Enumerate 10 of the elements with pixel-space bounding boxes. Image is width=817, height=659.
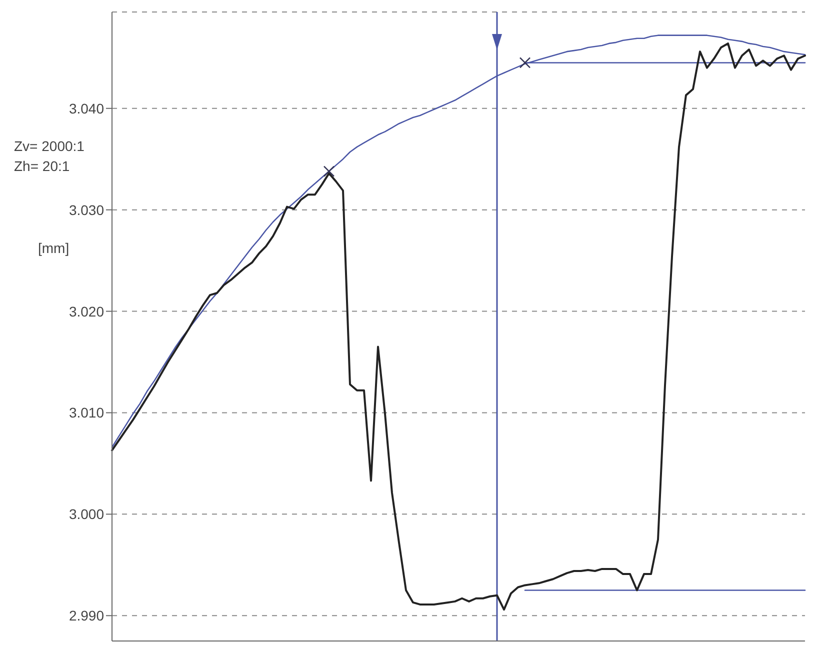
y-tick-label: 3.000: [68, 506, 104, 522]
y-axis-title: [mm]: [38, 240, 70, 256]
text: Zh= 20:1: [14, 157, 71, 176]
y-tick-label: 3.020: [68, 303, 104, 320]
y-tick-label: 2.990: [68, 608, 104, 624]
text: Zv= 2000:1: [14, 137, 84, 156]
y-tick-label: 3.010: [68, 404, 104, 421]
y-tick-label: 3.030: [68, 202, 104, 218]
y-tick-label: 3.040: [68, 100, 104, 116]
line-series: [111, 42, 806, 611]
